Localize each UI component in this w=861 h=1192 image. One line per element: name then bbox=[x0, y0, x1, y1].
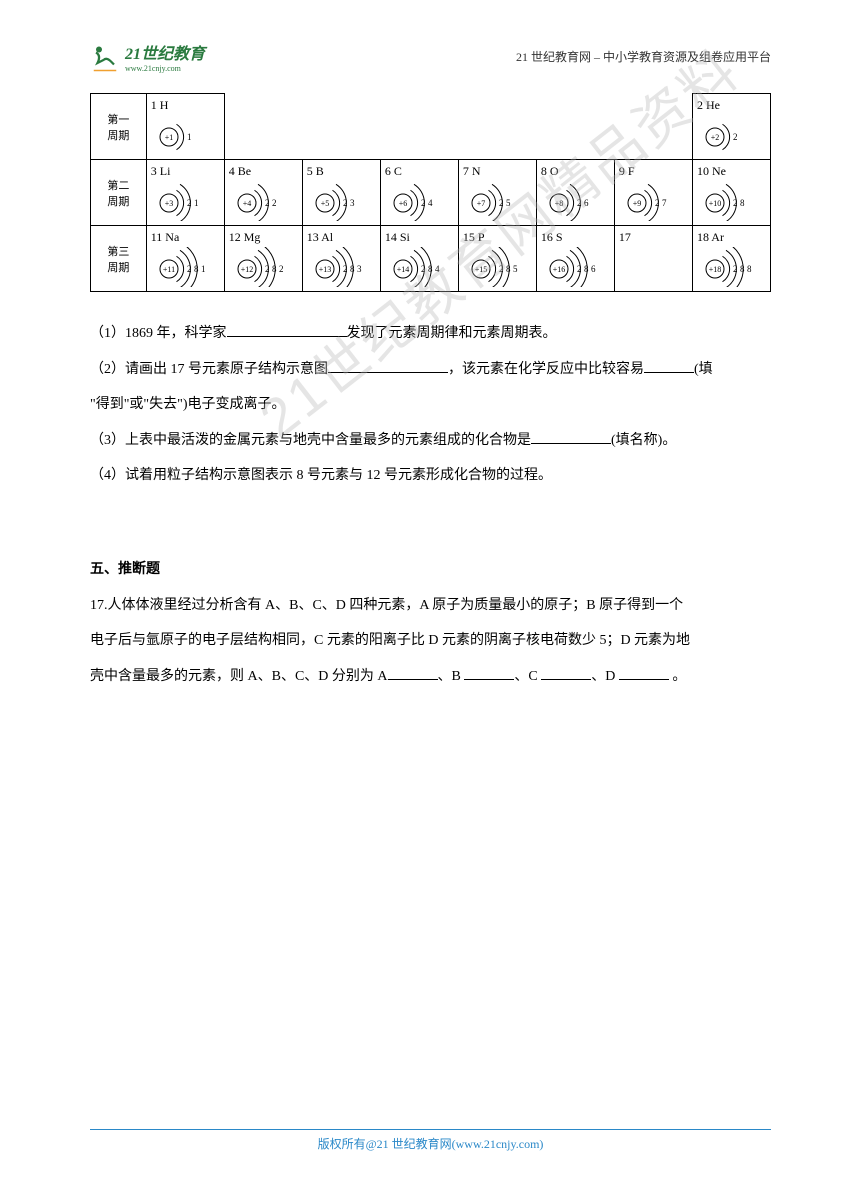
logo-sub-text: www.21cnjy.com bbox=[125, 64, 205, 73]
svg-text:2: 2 bbox=[733, 132, 738, 142]
svg-text:6: 6 bbox=[591, 264, 596, 274]
element-cell: 8 O+826 bbox=[536, 160, 614, 226]
logo-text: 21世纪教育 www.21cnjy.com bbox=[125, 40, 205, 73]
svg-text:8: 8 bbox=[506, 264, 511, 274]
svg-text:8: 8 bbox=[272, 264, 277, 274]
svg-text:+4: +4 bbox=[243, 199, 252, 208]
svg-text:1: 1 bbox=[187, 132, 192, 142]
svg-text:+2: +2 bbox=[711, 133, 720, 142]
question-3: （3）上表中最活泼的金属元素与地壳中含量最多的元素组成的化合物是(填名称)。 bbox=[90, 424, 771, 458]
periodic-table: 第一周期1 H+112 He+22第二周期3 Li+3214 Be+4225 B… bbox=[90, 93, 771, 292]
element-cell: 9 F+927 bbox=[614, 160, 692, 226]
element-cell: 15 P+15285 bbox=[458, 226, 536, 292]
svg-text:+6: +6 bbox=[399, 199, 408, 208]
svg-text:2: 2 bbox=[279, 264, 284, 274]
svg-text:4: 4 bbox=[428, 198, 433, 208]
logo: 21世纪教育 www.21cnjy.com bbox=[90, 40, 205, 73]
question-2-line2: "得到"或"失去")电子变成离子。 bbox=[90, 388, 771, 422]
svg-text:+18: +18 bbox=[709, 265, 722, 274]
svg-text:+9: +9 bbox=[633, 199, 642, 208]
element-cell: 16 S+16286 bbox=[536, 226, 614, 292]
svg-text:+10: +10 bbox=[709, 199, 722, 208]
svg-text:+12: +12 bbox=[241, 265, 254, 274]
svg-text:6: 6 bbox=[584, 198, 589, 208]
footer-text: 版权所有@21 世纪教育网 bbox=[318, 1137, 452, 1151]
svg-text:8: 8 bbox=[194, 264, 199, 274]
content-area: （1）1869 年，科学家发现了元素周期律和元素周期表。 （2）请画出 17 号… bbox=[90, 317, 771, 693]
element-cell: 5 B+523 bbox=[302, 160, 380, 226]
question-17-line2: 电子后与氩原子的电子层结构相同，C 元素的阳离子比 D 元素的阴离子核电荷数少 … bbox=[90, 624, 771, 658]
svg-text:4: 4 bbox=[435, 264, 440, 274]
svg-text:8: 8 bbox=[740, 264, 745, 274]
svg-text:+13: +13 bbox=[319, 265, 332, 274]
logo-main-text: 21世纪教育 bbox=[125, 40, 205, 64]
svg-text:8: 8 bbox=[747, 264, 752, 274]
element-cell: 1 H+11 bbox=[146, 94, 224, 160]
svg-text:+15: +15 bbox=[475, 265, 488, 274]
page-footer: 版权所有@21 世纪教育网(www.21cnjy.com) bbox=[90, 1129, 771, 1152]
svg-text:5: 5 bbox=[506, 198, 511, 208]
svg-text:8: 8 bbox=[740, 198, 745, 208]
element-cell: 13 Al+13283 bbox=[302, 226, 380, 292]
period-label: 第二周期 bbox=[91, 160, 147, 226]
svg-text:+5: +5 bbox=[321, 199, 330, 208]
period-label: 第三周期 bbox=[91, 226, 147, 292]
svg-text:8: 8 bbox=[350, 264, 355, 274]
question-2: （2）请画出 17 号元素原子结构示意图，该元素在化学反应中比较容易(填 bbox=[90, 353, 771, 387]
element-cell: 2 He+22 bbox=[692, 94, 770, 160]
footer-link: (www.21cnjy.com) bbox=[452, 1137, 544, 1151]
svg-text:8: 8 bbox=[584, 264, 589, 274]
header-right-text: 21 世纪教育网 – 中小学教育资源及组卷应用平台 bbox=[516, 48, 771, 65]
svg-text:7: 7 bbox=[662, 198, 667, 208]
element-cell: 4 Be+422 bbox=[224, 160, 302, 226]
svg-text:+11: +11 bbox=[163, 265, 175, 274]
element-cell: 11 Na+11281 bbox=[146, 226, 224, 292]
question-1: （1）1869 年，科学家发现了元素周期律和元素周期表。 bbox=[90, 317, 771, 351]
element-cell: 17 bbox=[614, 226, 692, 292]
svg-text:1: 1 bbox=[194, 198, 199, 208]
svg-text:8: 8 bbox=[428, 264, 433, 274]
element-cell: 6 C+624 bbox=[380, 160, 458, 226]
svg-text:+1: +1 bbox=[165, 133, 174, 142]
element-cell: 7 N+725 bbox=[458, 160, 536, 226]
svg-text:3: 3 bbox=[350, 198, 355, 208]
element-cell: 18 Ar+18288 bbox=[692, 226, 770, 292]
question-4: （4）试着用粒子结构示意图表示 8 号元素与 12 号元素形成化合物的过程。 bbox=[90, 459, 771, 493]
svg-text:2: 2 bbox=[272, 198, 277, 208]
svg-text:+7: +7 bbox=[477, 199, 486, 208]
svg-text:5: 5 bbox=[513, 264, 518, 274]
svg-text:3: 3 bbox=[357, 264, 362, 274]
svg-text:+3: +3 bbox=[165, 199, 174, 208]
svg-text:+16: +16 bbox=[553, 265, 566, 274]
empty-cell bbox=[224, 94, 692, 160]
element-cell: 10 Ne+1028 bbox=[692, 160, 770, 226]
element-cell: 14 Si+14284 bbox=[380, 226, 458, 292]
svg-text:+8: +8 bbox=[555, 199, 564, 208]
element-cell: 3 Li+321 bbox=[146, 160, 224, 226]
section-5-title: 五、推断题 bbox=[90, 553, 771, 587]
question-17-line3: 壳中含量最多的元素，则 A、B、C、D 分别为 A、B 、C 、D 。 bbox=[90, 660, 771, 694]
page-header: 21世纪教育 www.21cnjy.com 21 世纪教育网 – 中小学教育资源… bbox=[90, 40, 771, 73]
period-label: 第一周期 bbox=[91, 94, 147, 160]
question-17-line1: 17.人体体液里经过分析含有 A、B、C、D 四种元素，A 原子为质量最小的原子… bbox=[90, 589, 771, 623]
svg-text:1: 1 bbox=[201, 264, 206, 274]
logo-icon bbox=[90, 42, 120, 72]
element-cell: 12 Mg+12282 bbox=[224, 226, 302, 292]
svg-text:+14: +14 bbox=[397, 265, 410, 274]
